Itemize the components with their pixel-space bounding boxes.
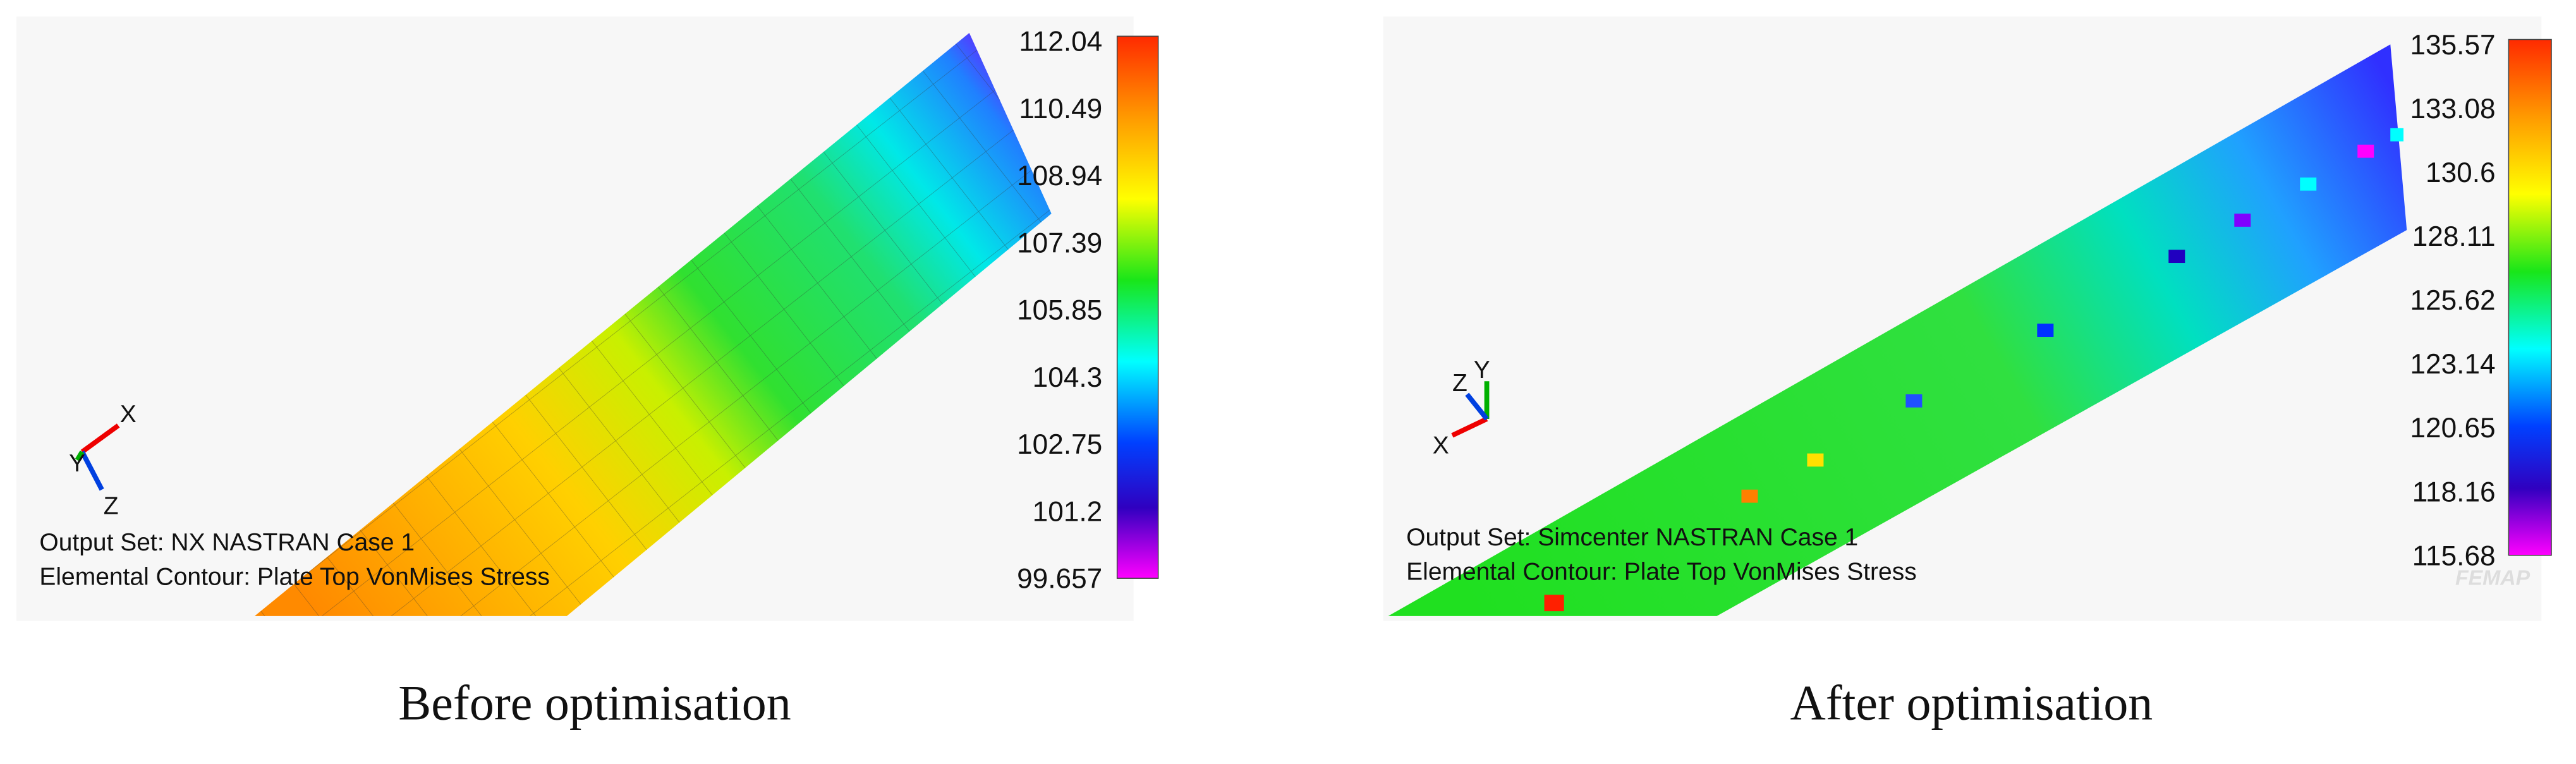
legend-label: 108.94 (1017, 161, 1102, 191)
legend-label: 101.2 (1033, 496, 1103, 527)
output-set: Output Set: NX NASTRAN Case 1 (39, 529, 415, 556)
axis-x (80, 423, 120, 454)
legend-label: 104.3 (1033, 362, 1103, 393)
watermark: FEMAP (2455, 566, 2530, 590)
output-set: Output Set: Simcenter NASTRAN Case 1 (1406, 524, 1858, 551)
caption: After optimisation (1790, 676, 2153, 731)
legend-label: 102.75 (1017, 429, 1102, 460)
legend-label: 112.04 (1019, 27, 1102, 58)
legend-label: 125.62 (2410, 285, 2495, 316)
axis-label: Z (1452, 370, 1467, 397)
legend-label: 120.65 (2410, 413, 2495, 444)
legend-label: 107.39 (1017, 227, 1102, 258)
legend-label: 118.16 (2412, 476, 2496, 507)
axis-label: X (120, 401, 137, 428)
legend-label: 128.11 (2412, 221, 2496, 252)
axis-label: Z (104, 493, 119, 520)
plate (1388, 44, 2407, 616)
axis-label: Y (69, 450, 85, 477)
axis-z (80, 451, 104, 491)
color-scale (2508, 39, 2552, 556)
axis-x (1451, 416, 1488, 438)
legend-label: 99.657 (1017, 564, 1102, 595)
axis-y (75, 450, 85, 461)
legend-label: 133.08 (2410, 94, 2495, 124)
legend-label: 110.49 (1019, 94, 1102, 124)
contour-label: Elemental Contour: Plate Top VonMises St… (39, 564, 550, 591)
color-scale (1116, 35, 1159, 579)
legend-label: 123.14 (2410, 349, 2495, 380)
contour-label: Elemental Contour: Plate Top VonMises St… (1406, 559, 1917, 586)
axis-z (1465, 392, 1489, 421)
axis-triad: X Y Z X Y Z (69, 356, 1490, 520)
axis-label: Y (1474, 356, 1490, 384)
axis-label: X (1433, 432, 1449, 459)
legend-label: 115.68 (2412, 540, 2496, 571)
caption: Before optimisation (398, 676, 791, 731)
legend-label: 130.6 (2426, 157, 2496, 188)
legend-label: 135.57 (2410, 30, 2495, 61)
stress-band (1544, 128, 2404, 612)
legend-label: 105.85 (1017, 295, 1102, 326)
